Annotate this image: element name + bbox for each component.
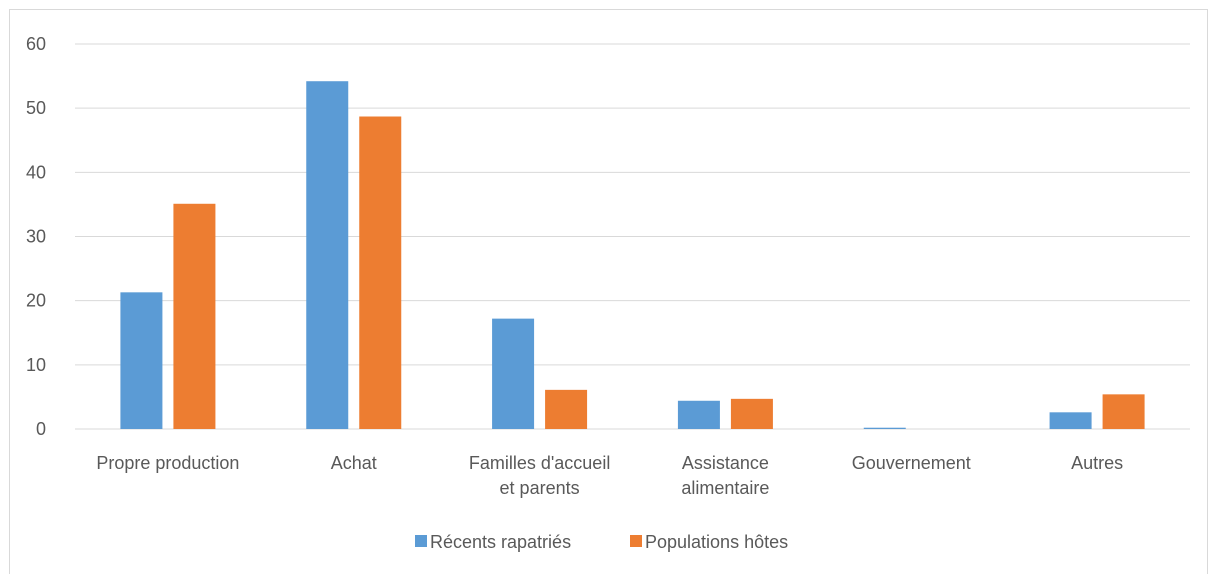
bar bbox=[863, 427, 906, 429]
y-tick-label: 40 bbox=[26, 162, 46, 182]
y-tick-label: 10 bbox=[26, 355, 46, 375]
gridlines bbox=[75, 43, 1190, 430]
chart-frame bbox=[9, 9, 1208, 574]
y-tick-label: 60 bbox=[26, 34, 46, 54]
bar bbox=[120, 292, 163, 429]
bar bbox=[545, 389, 588, 429]
bars bbox=[120, 81, 1145, 429]
bar bbox=[359, 116, 402, 429]
y-tick-label: 30 bbox=[26, 227, 46, 247]
x-category-label: Familles d'accueil et parents bbox=[469, 453, 611, 498]
x-category-label: Gouvernement bbox=[852, 453, 971, 473]
x-axis-category-labels: Propre production Achat Familles d'accueil… bbox=[96, 453, 1123, 498]
legend-swatch bbox=[415, 535, 427, 547]
y-tick-label: 20 bbox=[26, 291, 46, 311]
bar bbox=[677, 400, 720, 429]
y-tick-label: 0 bbox=[36, 419, 46, 439]
x-category-label: Propre production bbox=[96, 453, 239, 473]
legend-swatch bbox=[630, 535, 642, 547]
legend: Récents rapatriés Populations hôtes bbox=[415, 532, 788, 552]
bar bbox=[1049, 412, 1092, 429]
legend-label: Récents rapatriés bbox=[430, 532, 571, 552]
bar bbox=[492, 318, 535, 429]
bar bbox=[173, 203, 216, 429]
y-tick-label: 50 bbox=[26, 98, 46, 118]
bar bbox=[306, 81, 349, 429]
bar bbox=[1102, 394, 1145, 429]
x-category-label: Achat bbox=[331, 453, 377, 473]
x-category-label: Assistance alimentaire bbox=[681, 453, 769, 498]
x-category-label: Autres bbox=[1071, 453, 1123, 473]
legend-label: Populations hôtes bbox=[645, 532, 788, 552]
y-axis-tick-labels: 0 10 20 30 40 50 60 bbox=[26, 34, 46, 439]
bar bbox=[730, 398, 773, 429]
